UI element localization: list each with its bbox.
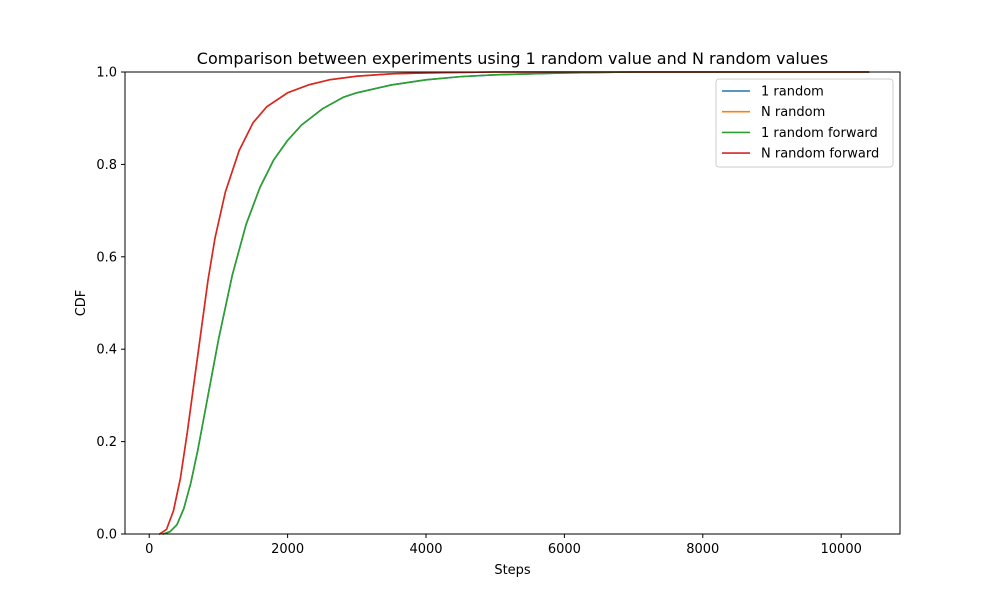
y-tick-label: 0.6 <box>96 250 117 265</box>
legend-label: N random <box>761 105 825 120</box>
x-tick-label: 10000 <box>821 542 862 557</box>
legend: 1 random N random 1 random forward N random… <box>715 78 894 168</box>
x-tick-label: 8000 <box>686 542 719 557</box>
x-tick-label: 0 <box>145 542 153 557</box>
y-axis: 0.0 0.2 0.4 0.6 0.8 1.0 <box>96 66 125 543</box>
chart-title: Comparison between experiments using 1 r… <box>197 49 828 68</box>
legend-label: N random forward <box>761 147 879 162</box>
x-tick-label: 2000 <box>271 542 304 557</box>
y-tick-label: 1.0 <box>96 66 117 81</box>
x-tick-label: 6000 <box>548 542 581 557</box>
legend-box <box>715 78 894 168</box>
axes-frame <box>124 71 901 535</box>
x-axis: 0 2000 4000 6000 8000 10000 <box>145 534 862 557</box>
legend-label: 1 random <box>761 85 824 100</box>
y-tick-label: 0.2 <box>96 435 117 450</box>
y-tick-label: 0.8 <box>96 158 117 173</box>
y-axis-title: CDF <box>74 290 89 317</box>
x-tick-label: 4000 <box>409 542 442 557</box>
y-tick-label: 0.4 <box>96 343 117 358</box>
legend-label: 1 random forward <box>761 126 878 141</box>
x-axis-title: Steps <box>494 563 531 578</box>
y-tick-label: 0.0 <box>96 528 117 543</box>
